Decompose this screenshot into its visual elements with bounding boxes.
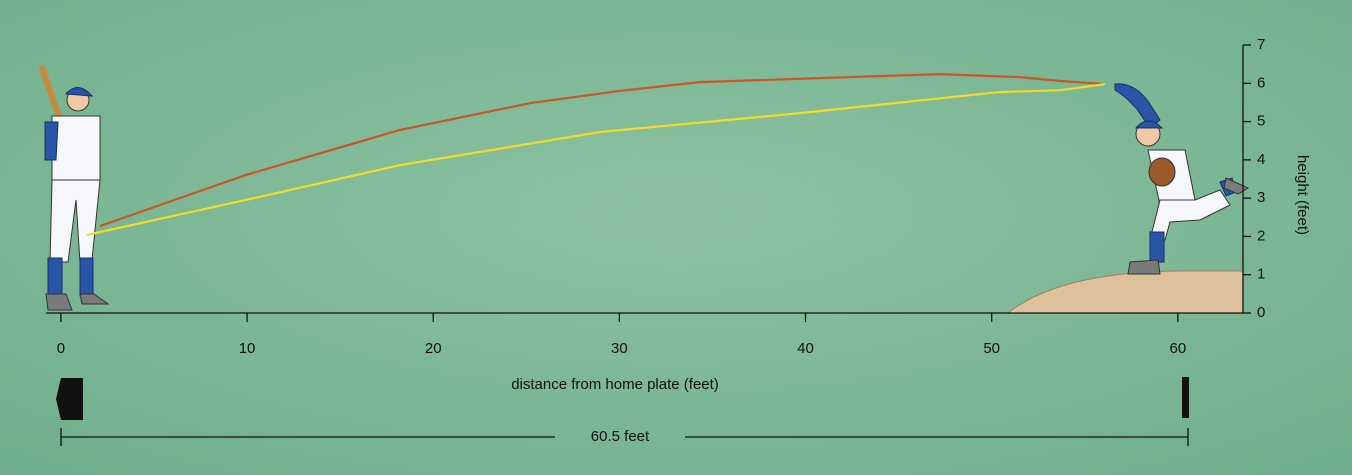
y-tick-label: 6 bbox=[1257, 74, 1265, 91]
y-tick-label: 4 bbox=[1257, 151, 1265, 168]
y-tick-label: 2 bbox=[1257, 227, 1265, 244]
pitchers-rubber bbox=[1182, 377, 1189, 418]
x-tick-label: 20 bbox=[425, 340, 442, 357]
y-axis-label: height (feet) bbox=[1294, 155, 1311, 235]
y-tick-label: 5 bbox=[1257, 113, 1265, 130]
x-axis-label: distance from home plate (feet) bbox=[511, 376, 719, 393]
x-tick-label: 30 bbox=[611, 340, 628, 357]
y-tick-label: 7 bbox=[1257, 36, 1265, 53]
x-tick-label: 0 bbox=[57, 340, 65, 357]
x-tick-label: 50 bbox=[983, 340, 1000, 357]
background bbox=[0, 0, 1352, 475]
y-tick-label: 0 bbox=[1257, 304, 1265, 321]
dimension-label: 60.5 feet bbox=[591, 428, 650, 445]
x-tick-label: 40 bbox=[797, 340, 814, 357]
home-plate bbox=[56, 378, 83, 420]
x-tick-label: 60 bbox=[1170, 340, 1187, 357]
x-tick-label: 10 bbox=[239, 340, 256, 357]
chart: distance from home plate (feet) height (… bbox=[0, 0, 1352, 475]
y-tick-label: 1 bbox=[1257, 266, 1265, 283]
y-tick-label: 3 bbox=[1257, 189, 1265, 206]
